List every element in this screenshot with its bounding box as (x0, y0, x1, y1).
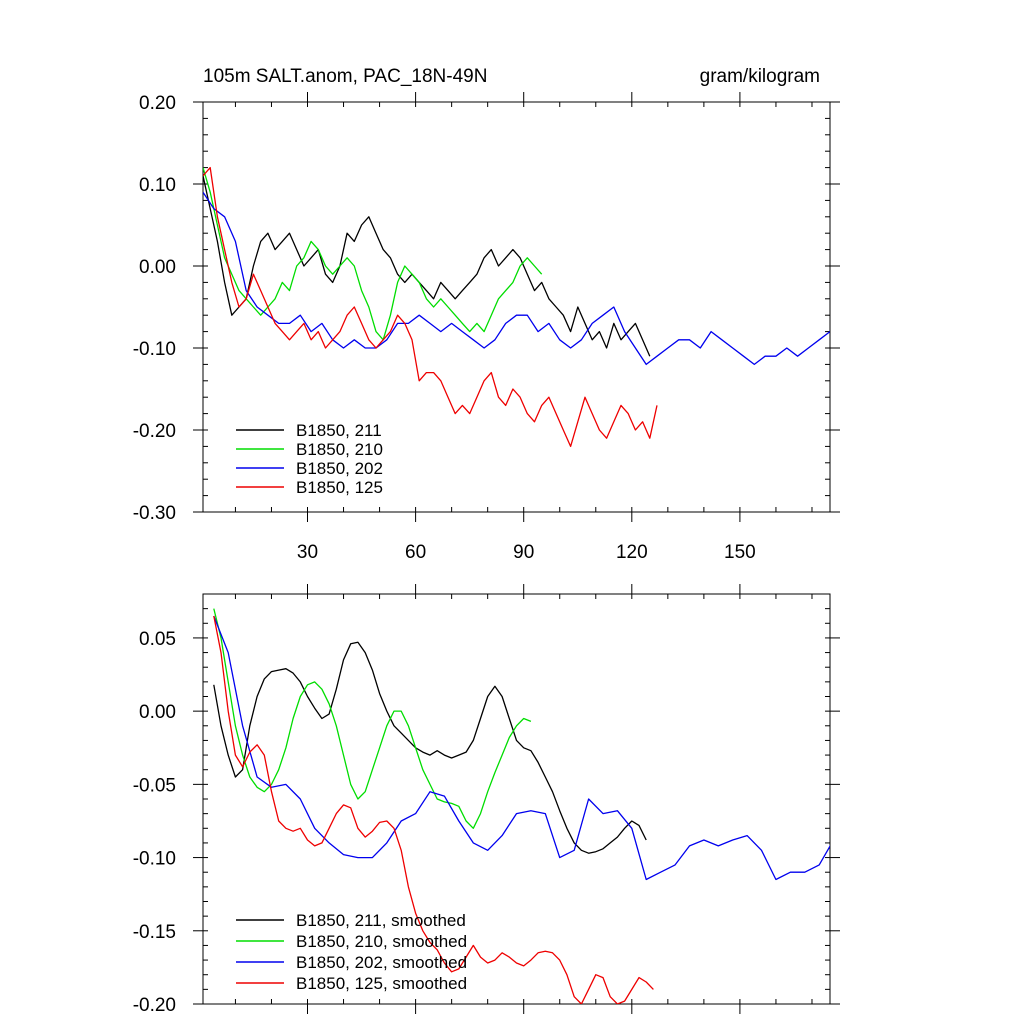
bottom-panel: 0.05 0.00 -0.05 -0.10 -0.15 -0.20 B1850, 211, … (133, 584, 840, 1016)
series-line (203, 191, 830, 366)
y-tick-label: 0.10 (139, 175, 176, 196)
x-tick-label: 90 (513, 542, 534, 563)
x-tick-label: 30 (297, 542, 318, 563)
y-tick-label: 0.00 (139, 702, 176, 723)
y-tick-label: -0.10 (133, 849, 176, 870)
series-line (213, 608, 532, 829)
y-tick-label: -0.20 (133, 995, 176, 1016)
y-tick-label: 0.00 (139, 257, 176, 278)
legend-label: B1850, 211, smoothed (296, 911, 466, 930)
legend-label: B1850, 210, smoothed (296, 932, 467, 951)
x-tick-label: 60 (405, 542, 426, 563)
series-line (203, 167, 543, 341)
plot-frame (202, 101, 831, 513)
y-tick-label: 0.20 (139, 93, 176, 114)
y-tick-label: -0.20 (133, 421, 176, 442)
x-tick-label: 150 (724, 542, 756, 563)
legend-label: B1850, 125, smoothed (296, 974, 467, 993)
chart-title-left: 105m SALT.anom, PAC_18N-49N (203, 66, 487, 87)
y-tick-label: -0.10 (133, 339, 176, 360)
y-tick-label: -0.05 (133, 775, 176, 796)
series-line (203, 175, 651, 357)
x-tick-label: 120 (616, 542, 648, 563)
top-panel: 0.20 0.10 0.00 -0.10 -0.20 -0.30 30 60 90 120 150 B… (133, 92, 840, 563)
series-line (213, 641, 647, 854)
legend-label: B1850, 210 (296, 440, 383, 459)
series-line (203, 166, 658, 448)
series-line (213, 615, 654, 1004)
y-tick-label: -0.30 (133, 503, 176, 524)
y-tick-label: 0.05 (139, 629, 176, 650)
legend-label: B1850, 211 (296, 421, 382, 440)
legend-label: B1850, 202 (296, 459, 383, 478)
y-tick-label: -0.15 (133, 922, 176, 943)
legend-label: B1850, 202, smoothed (296, 953, 467, 972)
legend-label: B1850, 125 (296, 478, 383, 497)
series-line (213, 615, 830, 881)
chart-title-right: gram/kilogram (700, 66, 820, 87)
